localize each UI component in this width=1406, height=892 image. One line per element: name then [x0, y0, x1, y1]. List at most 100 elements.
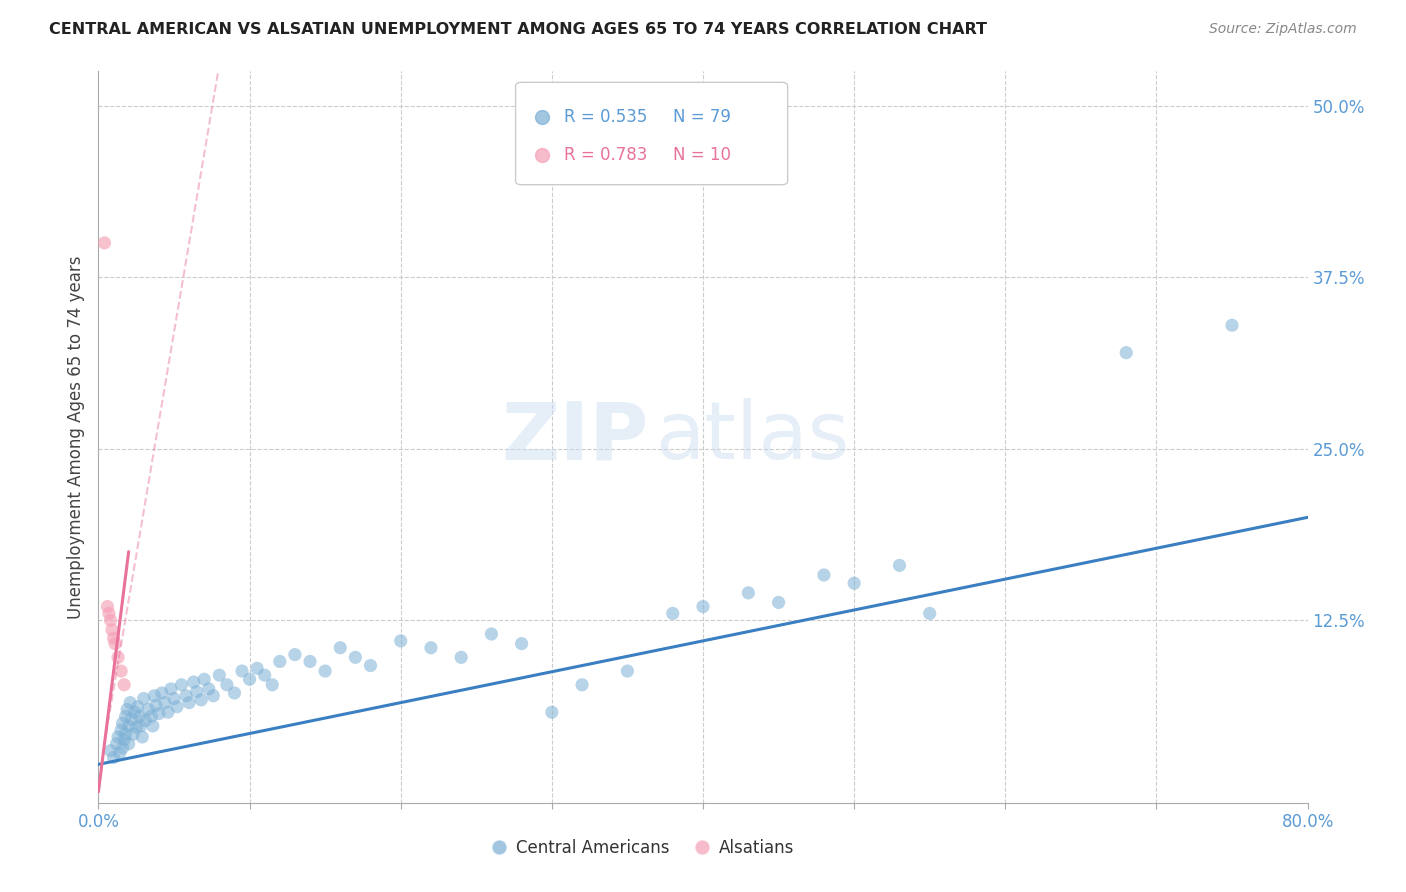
Point [540, 705, 562, 719]
FancyBboxPatch shape [516, 82, 787, 185]
Text: atlas: atlas [655, 398, 849, 476]
Y-axis label: Unemployment Among Ages 65 to 74 years: Unemployment Among Ages 65 to 74 years [66, 255, 84, 619]
Text: Source: ZipAtlas.com: Source: ZipAtlas.com [1209, 22, 1357, 37]
Point [284, 648, 307, 662]
Point [420, 640, 443, 655]
Legend: Central Americans, Alsatians: Central Americans, Alsatians [484, 832, 801, 864]
Point [179, 696, 201, 710]
Point [215, 678, 238, 692]
Text: R = 0.535: R = 0.535 [564, 109, 647, 127]
Point [160, 681, 183, 696]
Point [111, 740, 134, 755]
Point [142, 719, 165, 733]
Point [314, 664, 336, 678]
Point [246, 661, 269, 675]
Point [118, 737, 141, 751]
Text: CENTRAL AMERICAN VS ALSATIAN UNEMPLOYMENT AMONG AGES 65 TO 74 YEARS CORRELATION : CENTRAL AMERICAN VS ALSATIAN UNEMPLOYMEN… [49, 22, 987, 37]
Point [101, 623, 124, 637]
Point [202, 689, 225, 703]
Point [153, 696, 176, 710]
Point [110, 664, 132, 678]
Point [166, 699, 188, 714]
Point [692, 599, 714, 614]
Point [96, 599, 118, 614]
Point [844, 576, 866, 591]
Point [450, 650, 472, 665]
Point [118, 719, 141, 733]
Point [163, 691, 186, 706]
Point [103, 631, 125, 645]
Point [1220, 318, 1243, 333]
Point [329, 640, 352, 655]
Point [299, 655, 322, 669]
Text: N = 10: N = 10 [672, 146, 731, 164]
Point [269, 655, 291, 669]
Point [122, 727, 145, 741]
Point [193, 673, 215, 687]
Point [262, 678, 284, 692]
Point [889, 558, 911, 573]
Point [148, 706, 170, 721]
Point [132, 691, 155, 706]
Point [768, 595, 790, 609]
Point [128, 709, 150, 723]
Point [121, 712, 143, 726]
Point [120, 696, 142, 710]
Point [1115, 345, 1137, 359]
Point [197, 681, 219, 696]
Point [136, 702, 159, 716]
Point [131, 730, 153, 744]
Point [253, 668, 276, 682]
Point [112, 678, 135, 692]
Point [114, 709, 136, 723]
Point [93, 235, 115, 250]
Point [510, 637, 533, 651]
Point [103, 750, 125, 764]
Point [239, 673, 262, 687]
Point [129, 719, 152, 733]
Point [134, 714, 156, 728]
Point [571, 678, 593, 692]
Text: ZIP: ZIP [502, 398, 648, 476]
Point [813, 568, 835, 582]
Point [98, 607, 121, 621]
Point [150, 686, 173, 700]
Text: N = 79: N = 79 [672, 109, 731, 127]
Point [170, 678, 193, 692]
Point [111, 716, 134, 731]
Point [110, 723, 132, 737]
Point [127, 699, 149, 714]
Point [125, 720, 148, 734]
Point [108, 747, 131, 761]
Point [231, 664, 253, 678]
Point [360, 658, 382, 673]
Point [186, 684, 208, 698]
Point [190, 693, 212, 707]
Text: R = 0.783: R = 0.783 [564, 146, 647, 164]
Point [107, 650, 129, 665]
Point [107, 730, 129, 744]
Point [100, 744, 122, 758]
Point [183, 675, 205, 690]
Point [481, 627, 503, 641]
Point [918, 607, 941, 621]
Point [616, 664, 638, 678]
Point [661, 607, 683, 621]
Point [143, 689, 166, 703]
Point [344, 650, 367, 665]
Point [100, 613, 122, 627]
Point [174, 689, 197, 703]
Point [389, 633, 412, 648]
Point [112, 732, 135, 747]
Point [141, 709, 163, 723]
Point [156, 705, 179, 719]
Point [104, 637, 127, 651]
Point [737, 586, 759, 600]
Point [145, 698, 167, 713]
Point [114, 727, 136, 741]
Point [208, 668, 231, 682]
Point [105, 737, 128, 751]
Point [224, 686, 246, 700]
Point [124, 705, 146, 719]
Point [115, 702, 138, 716]
